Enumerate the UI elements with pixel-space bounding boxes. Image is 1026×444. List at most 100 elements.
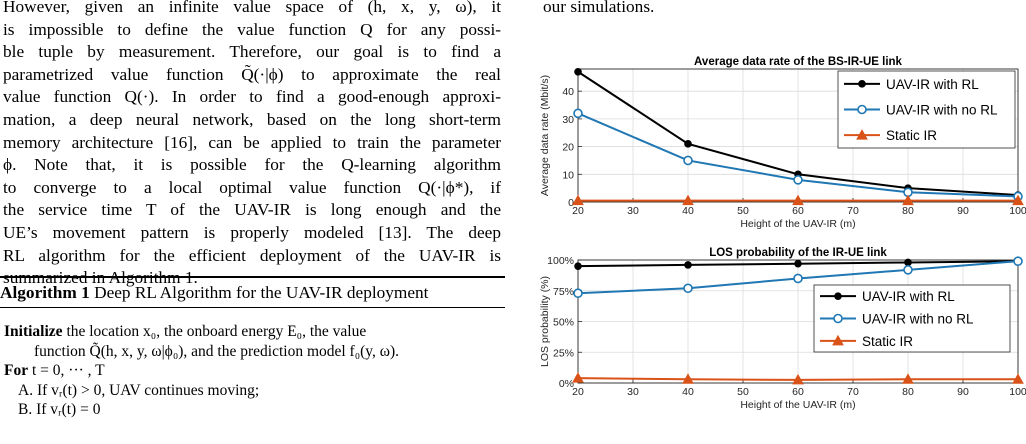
data-point — [573, 288, 583, 299]
x-axis-label: Height of the UAV-IR (m) — [740, 399, 855, 411]
paragraph-line: is impossible to define the value functi… — [3, 19, 501, 39]
legend-entry: UAV-IR with RL — [886, 77, 979, 92]
x-tick-label: 80 — [902, 386, 914, 398]
x-tick-label: 60 — [792, 205, 804, 217]
paragraph-line: ϕ. Note that, it is possible for the Q-l… — [3, 155, 501, 175]
legend-entry: UAV-IR with no RL — [886, 103, 998, 118]
data-point — [792, 194, 804, 206]
data-point — [684, 140, 692, 148]
data-point — [904, 258, 912, 267]
y-tick-label: 75% — [553, 286, 574, 298]
algorithm-init-line-2: function Q̃(h, x, y, ω|ϕ₀), and the pred… — [34, 342, 400, 360]
y-tick-label: 50% — [553, 317, 574, 329]
y-tick-label: 0 — [568, 197, 574, 209]
for-keyword: For — [4, 362, 29, 380]
x-tick-label: 90 — [957, 386, 969, 398]
algorithm-title: Algorithm 1 Deep RL Algorithm for the UA… — [0, 276, 505, 308]
paragraph-line: mation, a deep neural network, based on … — [3, 109, 501, 129]
x-tick-label: 50 — [737, 386, 749, 398]
paragraph-line: to converge to a local optimal value fun… — [3, 177, 501, 197]
data-point — [574, 67, 582, 76]
legend-marker — [858, 80, 866, 88]
y-tick-label: 25% — [553, 347, 574, 359]
y-tick-label: 10 — [562, 169, 574, 181]
data-point — [682, 194, 694, 206]
x-tick-label: 100 — [1009, 386, 1026, 398]
paragraph-line: memory architecture [16], can be applied… — [3, 132, 501, 152]
figure-charts: Average data rate of the BS-IR-UE link 20… — [539, 56, 1026, 411]
data-point — [1013, 256, 1023, 267]
x-tick-label: 30 — [627, 205, 639, 217]
x-tick-label: 90 — [957, 205, 969, 217]
data-point — [572, 194, 584, 206]
data-point — [792, 373, 804, 385]
legend-marker — [832, 334, 844, 346]
chart-title: LOS probability of the IR-UE link — [709, 247, 887, 259]
data-point — [1012, 194, 1024, 206]
algorithm-body: Initialize the location x₀, the onboard … — [4, 322, 504, 420]
x-tick-label: 70 — [847, 205, 859, 217]
data-point — [683, 155, 693, 166]
left-column: However, given an infinite value space o… — [0, 0, 505, 444]
chart-title: Average data rate of the BS-IR-UE link — [694, 56, 903, 68]
data-point — [574, 262, 582, 270]
data-point — [902, 194, 914, 206]
y-axis-label: LOS probability (%) — [539, 276, 551, 367]
legend-marker — [833, 313, 843, 324]
chart-2: LOS probability of the IR-UE link 20 30 40 5… — [539, 247, 1026, 411]
data-point — [572, 372, 584, 383]
data-point — [683, 283, 693, 294]
algorithm-for-line: For t = 0, ··· , T — [4, 361, 504, 381]
for-text: t = 0, ··· , T — [28, 362, 105, 380]
y-tick-label: 20 — [562, 142, 574, 154]
legend-marker — [856, 129, 868, 140]
x-tick-label: 20 — [572, 386, 584, 398]
algorithm-step-b: B. If vᵣ(t) = 0 — [18, 401, 101, 419]
body-paragraph: However, given an infinite value space o… — [3, 0, 501, 290]
x-tick-label: 20 — [572, 205, 584, 217]
algorithm-label: Algorithm 1 — [0, 283, 90, 302]
x-axis-label: Height of the UAV-IR (m) — [740, 218, 855, 230]
y-axis-label: Average data rate (Mbit/s) — [539, 75, 551, 196]
data-point — [1012, 373, 1024, 384]
x-tick-label: 40 — [682, 205, 694, 217]
y-tick-label: 30 — [562, 114, 574, 126]
legend-marker — [857, 104, 867, 115]
y-tick-label: 100% — [547, 255, 574, 267]
algorithm-init-line: Initialize the location x₀, the onboard … — [4, 322, 504, 342]
legend-entry: UAV-IR with no RL — [862, 312, 974, 327]
init-keyword: Initialize — [4, 323, 63, 340]
data-point — [573, 108, 583, 119]
paragraph-line: parametrized value function Q̃(·|ϕ) to a… — [3, 64, 501, 84]
y-tick-label: 40 — [562, 86, 574, 98]
data-point — [793, 273, 803, 284]
x-tick-label: 50 — [737, 205, 749, 217]
paragraph-line: the service time T of the UAV-IR is long… — [3, 200, 501, 220]
x-tick-label: 70 — [847, 386, 859, 398]
legend-entry: Static IR — [862, 334, 913, 349]
legend-entry: Static IR — [886, 128, 937, 143]
x-tick-label: 80 — [902, 205, 914, 217]
chart-1: Average data rate of the BS-IR-UE link 20… — [539, 56, 1026, 230]
legend-marker — [834, 292, 842, 300]
data-point — [793, 175, 803, 185]
paragraph-line: value function Q(·). In order to find a … — [3, 87, 501, 107]
data-point — [903, 265, 913, 275]
data-point — [682, 373, 694, 384]
algorithm-caption: Deep RL Algorithm for the UAV-IR deploym… — [89, 283, 429, 302]
data-point — [794, 259, 802, 268]
paragraph-line: RL algorithm for the efficient deploymen… — [3, 245, 501, 265]
x-tick-label: 40 — [682, 386, 694, 398]
x-tick-label: 100 — [1009, 205, 1026, 217]
y-tick-label: 0% — [559, 378, 574, 390]
data-point — [902, 373, 914, 384]
init-text: the location x₀, the onboard energy E₀, … — [62, 323, 367, 340]
paragraph-line: ble tuple by measurement. Therefore, our… — [3, 42, 501, 62]
algorithm-step-a: A. If vᵣ(t) > 0, UAV continues moving; — [18, 381, 260, 399]
paragraph-line: UE’s movement pattern is properly modele… — [3, 222, 501, 242]
data-point — [684, 261, 692, 269]
x-tick-label: 30 — [627, 386, 639, 398]
right-top-text: our simulations. — [543, 0, 655, 16]
right-column: our simulations. Average data rate of th… — [533, 0, 1026, 444]
legend-entry: UAV-IR with RL — [862, 289, 955, 304]
